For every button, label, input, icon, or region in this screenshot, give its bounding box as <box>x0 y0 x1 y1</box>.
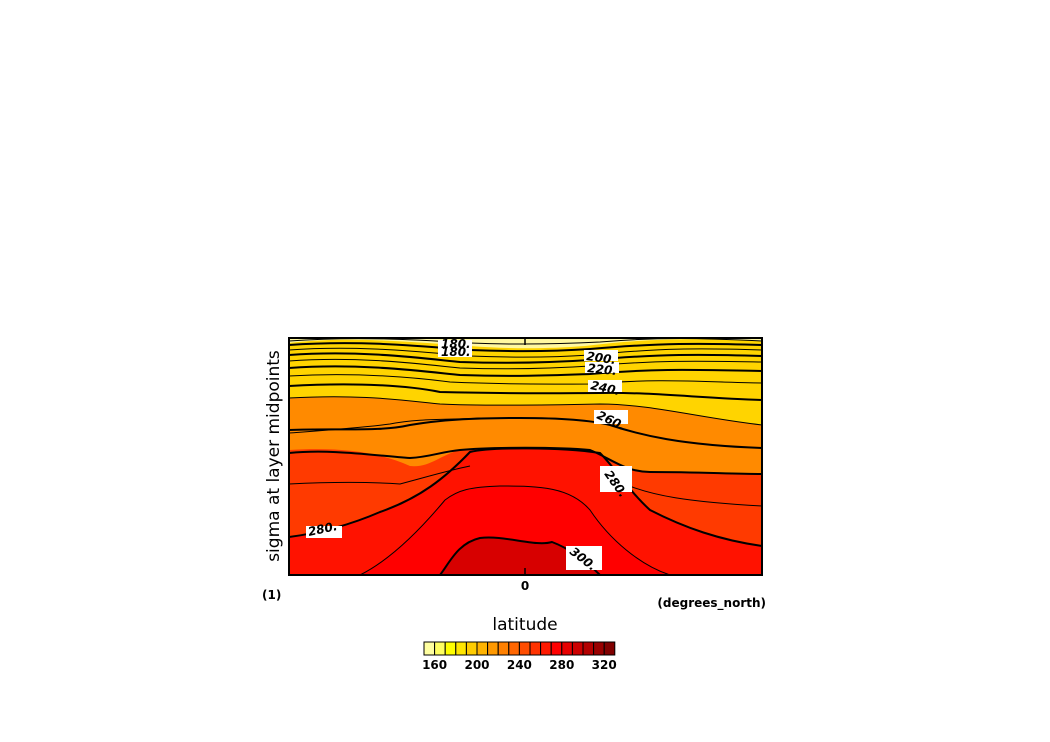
colorbar-swatch <box>423 641 436 656</box>
contour-line <box>289 347 762 358</box>
contour-line <box>289 383 762 401</box>
colorbar-swatch <box>561 641 573 656</box>
colorbar-swatch <box>593 641 605 656</box>
colorbar-swatch <box>540 641 552 656</box>
colorbar-swatch <box>550 641 563 656</box>
contour-line <box>289 365 762 377</box>
colorbar-swatch <box>603 641 616 656</box>
colorbar-tick-label: 160 <box>422 658 447 672</box>
contour-label: 280. <box>307 519 339 539</box>
colorbar-swatch <box>444 641 457 656</box>
colorbar <box>423 641 616 656</box>
contour-line <box>289 416 762 449</box>
colorbar-tick-label: 240 <box>507 658 532 672</box>
contour-line <box>289 447 762 547</box>
colorbar-tick-label: 280 <box>549 658 574 672</box>
contour-label: 180. <box>441 337 471 351</box>
colorbar-tick-label: 200 <box>464 658 489 672</box>
contour-line <box>289 342 762 353</box>
contour-label: 240. <box>589 378 621 398</box>
contour-line <box>289 374 762 385</box>
field-warmest <box>440 537 600 575</box>
contour-line <box>289 358 762 370</box>
contour-line <box>289 417 481 434</box>
colorbar-swatch <box>465 641 478 656</box>
y-units-label: (1) <box>262 588 281 602</box>
colorbar-tick-label: 320 <box>592 658 617 672</box>
colorbar-swatch <box>582 641 595 656</box>
colorbar-swatch <box>455 641 467 656</box>
colorbar-labels: 160 200 240 280 320 <box>422 658 617 672</box>
contour-line <box>289 352 762 364</box>
colorbar-swatch <box>518 641 531 656</box>
contour-label: 200. <box>586 349 617 367</box>
y-axis-title: sigma at layer midpoints <box>264 350 284 562</box>
colorbar-swatch <box>434 641 446 656</box>
x-axis-title: latitude <box>492 615 557 635</box>
colorbar-swatch <box>529 641 542 656</box>
contour-label: 220. <box>587 361 618 378</box>
x-tick-label: 0 <box>521 579 529 593</box>
plot-field <box>289 338 762 575</box>
contour-label-backgrounds <box>306 340 632 570</box>
colorbar-swatch <box>508 641 520 656</box>
colorbar-swatch <box>487 641 499 656</box>
colorbar-swatch <box>571 641 584 656</box>
contour-line <box>359 485 671 575</box>
colorbar-swatch <box>476 641 489 656</box>
contour-label: 180. <box>441 345 471 359</box>
contour-line <box>289 396 762 426</box>
colorbar-swatch <box>497 641 510 656</box>
x-units-label: (degrees_north) <box>657 596 766 611</box>
